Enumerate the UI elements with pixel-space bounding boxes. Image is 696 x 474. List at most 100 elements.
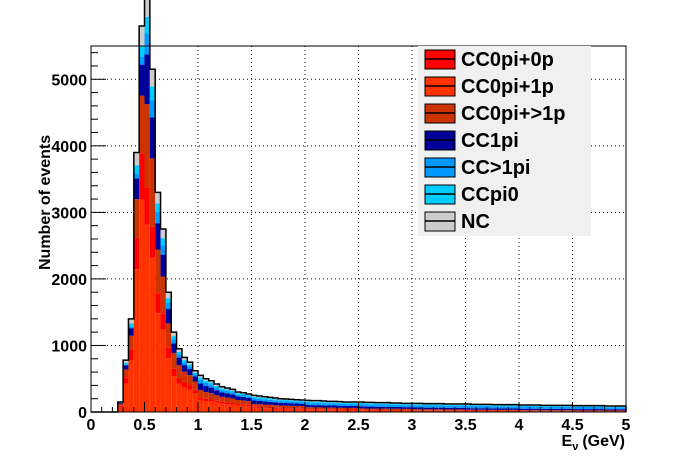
bar-segment-ccpi0 xyxy=(198,377,204,380)
bar-segment-cc0pi-1p xyxy=(412,409,418,411)
bar-segment-ccpi0 xyxy=(310,401,316,403)
y-tick-label: 0 xyxy=(78,405,87,422)
bar-segment-cc0pi-1p xyxy=(294,405,300,409)
bar-segment-ccpi0 xyxy=(342,403,348,404)
bar-segment-cc-1pi xyxy=(454,405,461,408)
bar-segment-cc-1pi xyxy=(620,407,626,410)
bar-segment-cc-1pi xyxy=(160,245,166,255)
bar-segment-cc-1pi xyxy=(139,56,145,65)
bar-segment-cc-1pi xyxy=(133,173,140,179)
bar-segment-cc0pi-0p xyxy=(155,293,161,314)
bar-segment-cc-1pi xyxy=(315,402,322,406)
bar-segment-cc0pi-0p xyxy=(219,401,225,404)
bar-segment-cc0pi-1p xyxy=(476,409,482,411)
bar-segment-cc0pi-1p xyxy=(535,410,541,411)
bar-segment-cc-1pi xyxy=(267,399,273,402)
bar-segment-cc1pi xyxy=(155,223,161,250)
bar-segment-cc-1pi xyxy=(251,398,257,401)
bar-segment-ccpi0 xyxy=(128,323,134,327)
bar-segment-nc xyxy=(208,380,215,383)
bar-segment-cc1pi xyxy=(374,406,380,409)
bar-segment-cc-1pi xyxy=(460,405,466,408)
bar-segment-cc0pi-1p xyxy=(545,410,552,411)
bar-segment-cc0pi-1p xyxy=(251,407,257,412)
bar-segment-cc1pi xyxy=(214,390,220,396)
bar-segment-cc0pi-1p xyxy=(160,329,166,412)
bar-segment-ccpi0 xyxy=(347,403,354,404)
bar-segment-cc-1pi xyxy=(358,404,364,407)
bar-segment-cc0pi-1p xyxy=(262,404,268,408)
bar-segment-cc1pi xyxy=(256,400,263,405)
bar-segment-cc0pi-0p xyxy=(165,347,172,359)
bar-segment-cc1pi xyxy=(165,308,172,324)
bar-segment-ccpi0 xyxy=(460,404,466,406)
bar-segment-cc0pi-1p xyxy=(144,224,150,412)
x-tick-label: 1 xyxy=(194,417,203,434)
bar-segment-cc1pi xyxy=(379,406,386,409)
bar-segment-cc0pi-1p xyxy=(609,410,616,412)
bar-segment-ccpi0 xyxy=(171,336,177,340)
bar-segment-cc0pi-1p xyxy=(369,408,375,410)
bar-segment-ccpi0 xyxy=(353,403,359,404)
bar-segment-cc-1pi xyxy=(155,212,161,224)
bar-segment-cc0pi-1p xyxy=(588,410,594,411)
bar-segment-cc1pi xyxy=(117,403,124,404)
bar-segment-cc0pi-1p xyxy=(331,407,338,410)
bar-segment-cc-1pi xyxy=(342,403,348,406)
bar-segment-cc-1pi xyxy=(283,401,289,404)
bar-segment-nc xyxy=(219,386,225,389)
bar-segment-cc0pi-1p xyxy=(460,409,466,411)
y-tick-label: 5000 xyxy=(51,72,87,89)
bar-segment-ccpi0 xyxy=(497,405,503,407)
bar-segment-cc1pi xyxy=(358,406,364,409)
bar-segment-nc xyxy=(176,348,182,352)
bar-segment-cc1pi xyxy=(470,408,477,410)
bar-segment-cc-1pi xyxy=(363,404,370,407)
bar-segment-cc0pi-1p xyxy=(401,408,407,411)
bar-segment-cc-1pi xyxy=(609,407,616,410)
x-tick-label: 4.5 xyxy=(561,417,583,434)
bar-segment-cc0pi-1p xyxy=(272,408,279,412)
bar-segment-cc0pi-1p xyxy=(288,405,295,409)
bar-segment-cc1pi xyxy=(417,407,423,410)
bar-segment-cc-1pi xyxy=(551,406,557,409)
bar-segment-cc0pi-1p xyxy=(465,410,471,412)
bar-segment-cc0pi-1p xyxy=(604,410,610,412)
bar-segment-cc-1pi xyxy=(417,405,423,408)
bar-segment-cc1pi xyxy=(390,406,396,409)
bar-segment-cc1pi xyxy=(176,357,182,366)
bar-segment-cc1pi xyxy=(609,409,616,411)
bar-segment-ccpi0 xyxy=(422,404,429,406)
bar-segment-cc0pi-1p xyxy=(583,410,589,411)
bar-segment-ccpi0 xyxy=(337,402,343,404)
bar-segment-cc0pi-0p xyxy=(331,409,338,410)
bar-segment-cc-1pi xyxy=(604,407,610,410)
bar-segment-cc0pi-1p xyxy=(513,409,519,411)
bar-segment-cc0pi-0p xyxy=(283,407,289,409)
bar-segment-ccpi0 xyxy=(481,405,487,406)
bar-segment-nc xyxy=(155,192,161,204)
bar-segment-cc-1pi xyxy=(128,326,134,329)
bar-segment-cc1pi xyxy=(395,406,402,409)
bar-segment-cc0pi-1p xyxy=(192,393,198,412)
bar-segment-cc1pi xyxy=(123,365,129,370)
y-tick-label: 4000 xyxy=(51,139,87,156)
bar-segment-ccpi0 xyxy=(519,405,525,407)
bar-segment-cc0pi-1p xyxy=(310,409,316,412)
bar-segment-cc0pi-1p xyxy=(412,410,418,412)
bar-segment-ccpi0 xyxy=(615,406,621,408)
bar-segment-nc xyxy=(187,362,193,365)
bar-segment-cc-1pi xyxy=(230,392,236,395)
bar-segment-cc1pi xyxy=(235,396,241,401)
bar-segment-ccpi0 xyxy=(529,405,536,407)
bar-segment-cc-1pi xyxy=(513,406,519,409)
bar-segment-cc0pi-1p xyxy=(133,269,140,412)
bar-segment-cc-1pi xyxy=(219,389,225,393)
bar-segment-cc-1pi xyxy=(519,406,525,409)
bar-segment-cc0pi-1p xyxy=(272,405,279,408)
bar-segment-cc0pi-1p xyxy=(599,410,605,411)
bar-segment-cc0pi-1p xyxy=(288,408,295,412)
bar-segment-cc-1pi xyxy=(433,405,439,408)
bar-segment-cc0pi-1p xyxy=(390,410,396,412)
bar-segment-cc1pi xyxy=(315,405,322,408)
